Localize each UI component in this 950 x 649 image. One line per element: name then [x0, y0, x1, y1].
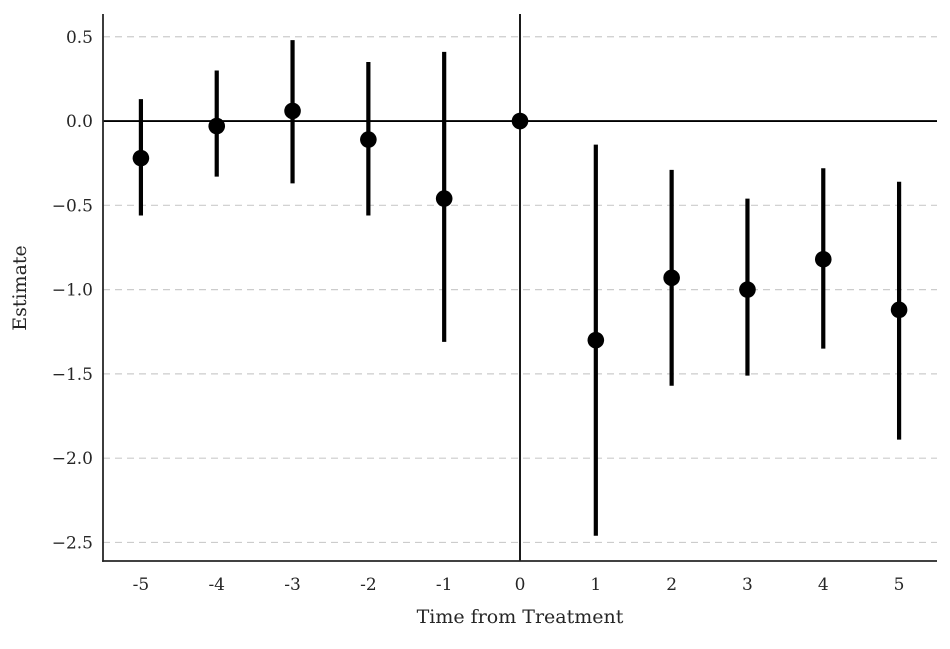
- x-tick-label: 5: [894, 575, 905, 595]
- estimate-point: [208, 117, 226, 135]
- y-tick-label: −2.0: [52, 449, 93, 469]
- estimate-point: [435, 190, 453, 207]
- x-tick-labels: -5 -4 -3 -2 -1 0 1 2 3 4 5: [133, 575, 905, 595]
- y-tick-label: 0.0: [66, 112, 93, 132]
- estimate-point: [814, 250, 832, 268]
- x-tick-label: 0: [515, 575, 526, 595]
- estimate-point: [739, 281, 756, 298]
- x-tick-label: 3: [742, 575, 753, 595]
- x-tick-label: -1: [436, 575, 453, 595]
- estimate-point: [360, 131, 377, 148]
- y-tick-label: −1.0: [52, 281, 93, 301]
- x-tick-label: 2: [666, 575, 677, 595]
- y-tick-labels: 0.5 0.0 −0.5 −1.0 −1.5 −2.0 −2.5: [52, 28, 93, 554]
- reference-lines: [103, 14, 937, 561]
- estimate-point: [587, 331, 605, 349]
- y-tick-label: −0.5: [52, 196, 93, 216]
- x-tick-label: -5: [133, 575, 150, 595]
- y-tick-label: −2.5: [52, 533, 93, 553]
- y-tick-label: 0.5: [66, 28, 93, 48]
- x-tick-label: 4: [818, 575, 829, 595]
- estimate-point: [511, 112, 529, 130]
- axis-spines: [102, 14, 937, 562]
- estimate-point: [132, 149, 150, 167]
- point-markers: [132, 102, 908, 349]
- x-tick-label: -4: [208, 575, 225, 595]
- estimate-point: [890, 301, 908, 319]
- estimate-point: [284, 102, 301, 120]
- x-tick-label: -3: [284, 575, 301, 595]
- x-tick-label: 1: [590, 575, 601, 595]
- estimate-point: [663, 269, 680, 287]
- y-tick-label: −1.5: [52, 365, 93, 385]
- x-tick-label: -2: [360, 575, 377, 595]
